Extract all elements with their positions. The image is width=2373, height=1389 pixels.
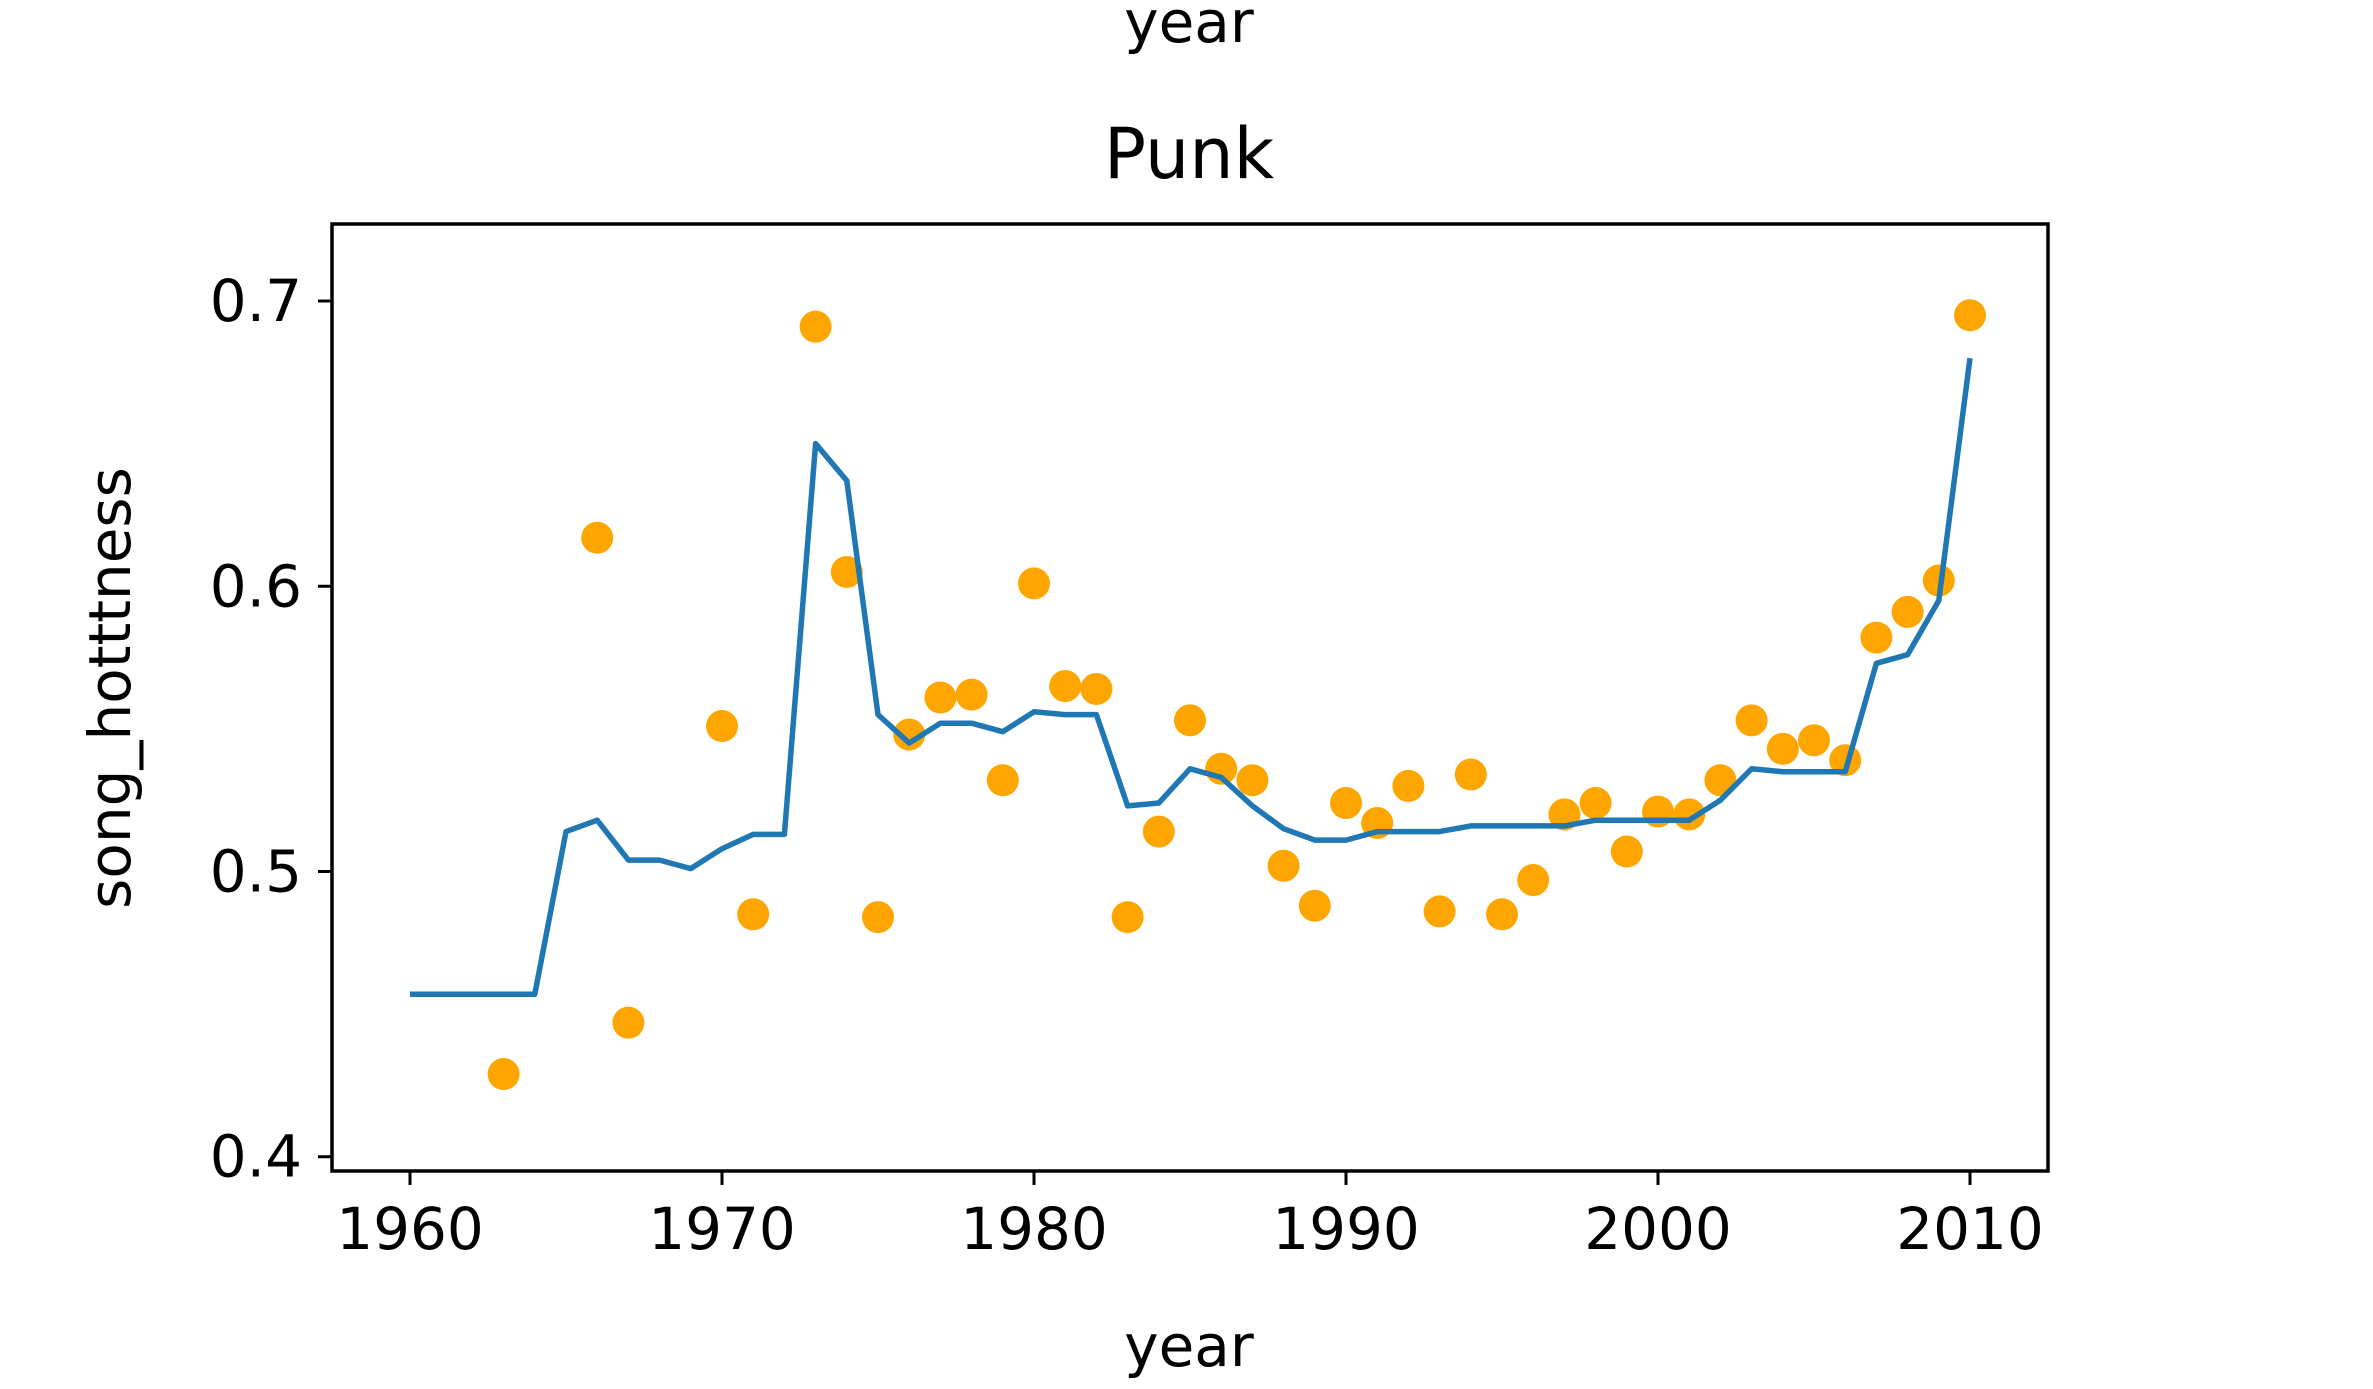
scatter-point [1267, 849, 1300, 882]
x-tick-label: 1980 [960, 1195, 1108, 1263]
scatter-point [581, 521, 614, 554]
chart-title: Punk [1104, 113, 1275, 195]
x-tick-label: 1960 [336, 1195, 484, 1263]
y-tick-label: 0.5 [210, 837, 302, 905]
scatter-point [737, 898, 770, 931]
plot-frame [330, 222, 2050, 1173]
scatter-point [955, 678, 988, 711]
scatter-point [986, 764, 1019, 797]
scatter-point [1735, 704, 1768, 737]
scatter-point [893, 718, 926, 751]
scatter-point [1174, 704, 1206, 737]
scatter-point [924, 681, 957, 714]
top-axis-label: year [1124, 0, 1254, 56]
scatter-point [1860, 621, 1893, 654]
scatter-point [1579, 787, 1612, 820]
scatter-point [1080, 672, 1113, 705]
plot-area: 1960 1970 1980 1990 2000 2010 0.4 0.5 0.6 0.7 [210, 267, 2044, 1263]
scatter-point [1018, 567, 1050, 600]
scatter-point [487, 1058, 520, 1091]
y-axis-label: song_hotttness [76, 467, 144, 909]
scatter-point [1111, 901, 1144, 934]
scatter-point [1454, 758, 1487, 791]
scatter-point [1954, 299, 1986, 332]
y-tick-label: 0.4 [210, 1123, 302, 1191]
scatter-point [1423, 895, 1456, 928]
scatter-point [1142, 815, 1175, 848]
scatter-point [1704, 764, 1737, 797]
scatter-point [612, 1006, 645, 1039]
scatter-point [1798, 724, 1830, 757]
scatter-point [830, 555, 863, 588]
y-tick-label: 0.7 [210, 267, 302, 335]
x-tick-label: 1990 [1272, 1195, 1420, 1263]
scatter-point [1330, 787, 1362, 820]
scatter-point [1392, 769, 1425, 802]
scatter-point [1517, 864, 1550, 897]
scatter-point [1610, 835, 1643, 868]
scatter-point [1486, 898, 1518, 931]
scatter-point [1049, 670, 1082, 703]
scatter-point [1891, 595, 1924, 628]
scatter-point [799, 310, 832, 343]
trend-line [410, 357, 1973, 997]
scatter-point [1236, 764, 1269, 797]
x-axis-label: year [1124, 1312, 1254, 1380]
y-tick-label: 0.6 [210, 552, 302, 620]
scatter-point [706, 710, 738, 743]
scatter-point [1766, 732, 1799, 765]
scatter-point [862, 901, 894, 934]
scatter-point [1298, 889, 1331, 922]
x-tick-label: 1970 [648, 1195, 796, 1263]
x-tick-label: 2010 [1896, 1195, 2044, 1263]
x-tick-label: 2000 [1584, 1195, 1732, 1263]
